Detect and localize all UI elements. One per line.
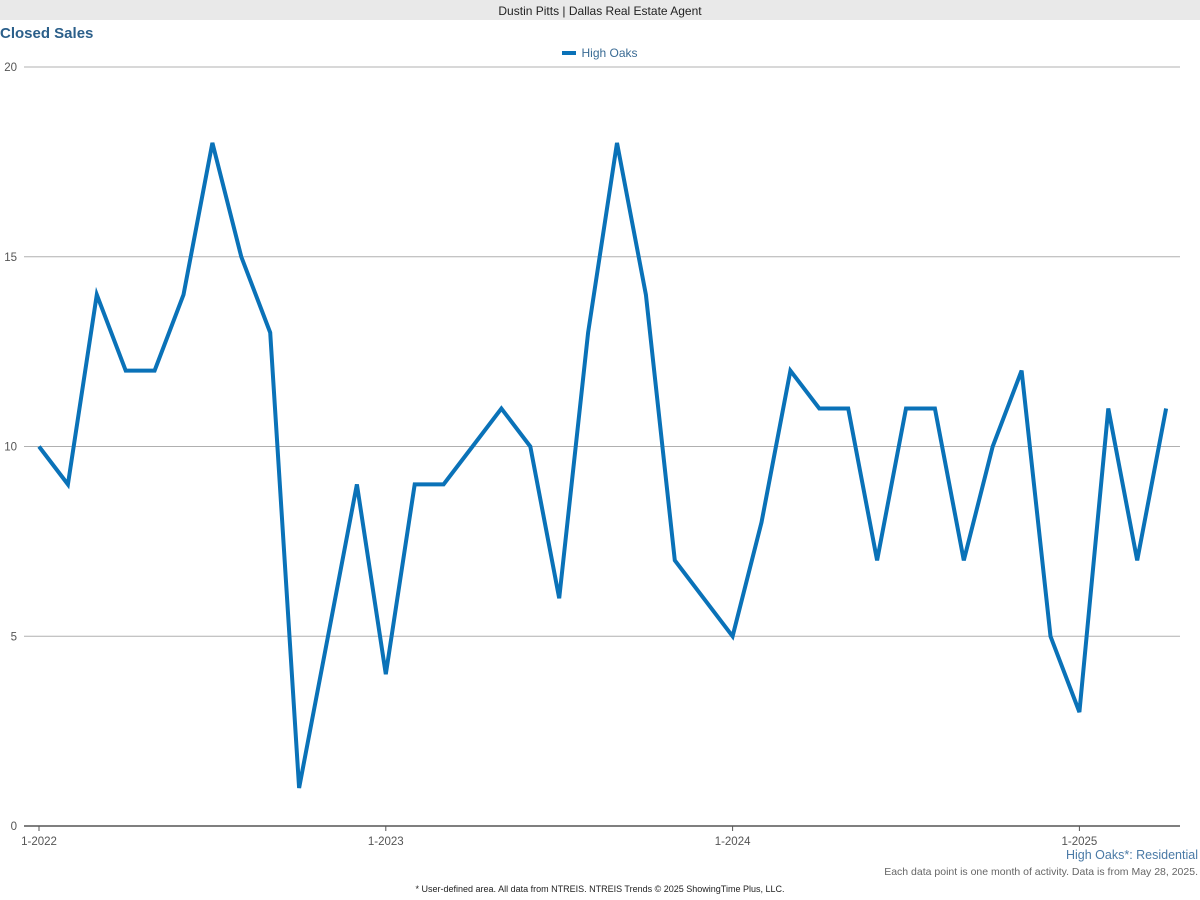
x-tick-label: 1-2022 xyxy=(21,836,57,848)
chart-legend: High Oaks xyxy=(0,46,1200,60)
series-line-high-oaks xyxy=(37,142,1169,789)
legend-swatch xyxy=(562,50,577,55)
x-tick-label: 1-2023 xyxy=(368,836,404,848)
y-tick-label: 15 xyxy=(4,252,17,264)
x-tick-label: 1-2025 xyxy=(1061,836,1097,848)
report-header: Dustin Pitts | Dallas Real Estate Agent xyxy=(0,0,1200,20)
legend-label: High Oaks xyxy=(581,46,638,60)
data-note: Each data point is one month of activity… xyxy=(884,866,1198,878)
x-tick-label: 1-2024 xyxy=(715,836,751,848)
y-tick-label: 0 xyxy=(11,821,17,833)
source-footnote: * User-defined area. All data from NTREI… xyxy=(415,884,785,894)
y-tick-label: 5 xyxy=(11,631,17,643)
y-tick-label: 10 xyxy=(4,442,17,454)
chart-title: Closed Sales xyxy=(0,25,94,42)
area-label: High Oaks*: Residential xyxy=(1065,848,1198,862)
y-tick-label: 20 xyxy=(4,62,17,74)
